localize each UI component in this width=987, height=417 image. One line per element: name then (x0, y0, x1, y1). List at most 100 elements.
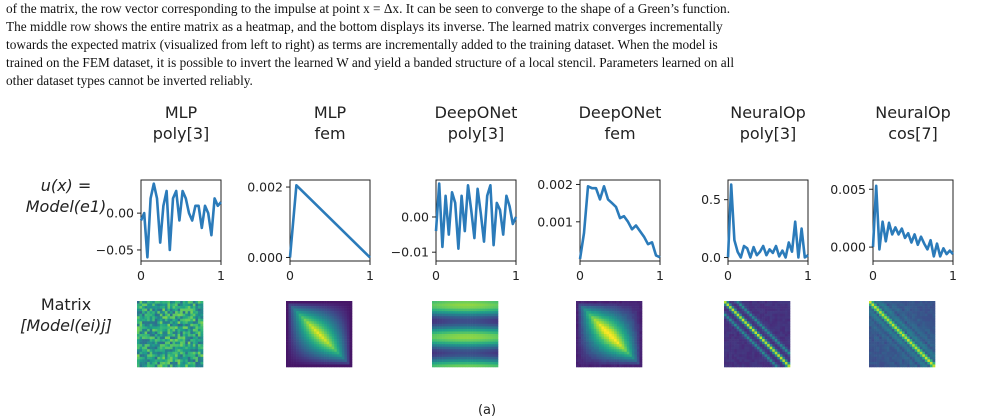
heatmap-cell (346, 308, 350, 312)
heatmap-cell (596, 356, 600, 360)
heatmap-cell (319, 308, 322, 312)
heatmap-cell (629, 323, 633, 327)
heatmap-cell (621, 303, 625, 307)
heatmap-cell (457, 328, 461, 332)
heatmap-cell (894, 316, 898, 320)
heatmap-cell (485, 336, 489, 340)
heatmap-cell (886, 308, 890, 312)
heatmap-cell (611, 318, 615, 322)
heatmap-cell (762, 359, 765, 363)
heatmap-cell (475, 364, 478, 368)
heatmap-cell (586, 336, 589, 340)
heatmap-cell (185, 313, 189, 317)
heatmap-cell (917, 331, 921, 335)
heatmap-cell (751, 356, 755, 360)
heatmap-cell (932, 354, 936, 358)
heatmap-cell (902, 326, 905, 330)
heatmap-cell (734, 303, 737, 307)
heatmap-cell (170, 303, 173, 307)
heatmap-cell (922, 308, 926, 312)
heatmap-cell (495, 316, 499, 320)
heatmap-cell (879, 354, 882, 358)
heatmap-cell (924, 346, 928, 350)
figure-caption: of the matrix, the row vector correspond… (6, 0, 982, 90)
heatmap-cell (769, 301, 773, 304)
heatmap-cell (139, 364, 143, 368)
heatmap-cell (736, 321, 740, 325)
heatmap-cell (187, 344, 191, 347)
heatmap-cell (596, 361, 600, 365)
heatmap-cell (879, 313, 882, 317)
heatmap-cell (482, 323, 486, 327)
heatmap-cell (586, 313, 589, 317)
heatmap-cell (769, 351, 773, 355)
heatmap-cell (197, 318, 201, 322)
heatmap-cell (159, 349, 163, 353)
heatmap-cell (485, 326, 489, 330)
heatmap-cell (449, 306, 453, 309)
heatmap-cell (200, 364, 204, 368)
heatmap-cell (459, 306, 463, 309)
heatmap-cell (884, 323, 888, 327)
heatmap-cell (319, 344, 322, 347)
heatmap-cell (462, 341, 466, 345)
heatmap-cell (346, 361, 350, 365)
heatmap-cell (177, 356, 181, 360)
heatmap-cell (598, 303, 602, 307)
heatmap-cell (192, 354, 196, 358)
heatmap-cell (902, 323, 905, 327)
heatmap-cell (154, 334, 158, 337)
heatmap-cell (490, 331, 494, 335)
heatmap-cell (492, 321, 496, 325)
heatmap-cell (470, 331, 473, 335)
heatmap-cell (434, 341, 438, 345)
heatmap-cell (459, 336, 463, 340)
heatmap-cell (751, 306, 755, 309)
heatmap-cell (185, 341, 189, 345)
heatmap-cell (927, 301, 931, 304)
heatmap-cell (326, 308, 330, 312)
heatmap-cell (449, 351, 453, 355)
heatmap-cell (749, 339, 753, 342)
heatmap-cell (759, 303, 763, 307)
heatmap-cell (346, 334, 350, 337)
heatmap-cell (924, 349, 928, 353)
heatmap-cell (432, 359, 435, 363)
heatmap-cell (336, 308, 340, 312)
heatmap-cell (744, 344, 748, 347)
heatmap-cell (444, 351, 448, 355)
heatmap-cell (726, 316, 730, 320)
heatmap-cell (475, 346, 478, 350)
heatmap-cell (324, 328, 327, 332)
heatmap-cell (603, 301, 607, 304)
heatmap-cell (177, 364, 181, 368)
heatmap-cell (293, 323, 297, 327)
heatmap-cell (298, 341, 302, 345)
heatmap-cell (175, 331, 178, 335)
heatmap-cell (185, 351, 189, 355)
heatmap-cell (437, 339, 440, 342)
heatmap-cell (624, 301, 628, 304)
heatmap-cell (917, 323, 921, 327)
heatmap-cell (454, 308, 458, 312)
heatmap-cell (759, 331, 763, 335)
heatmap-cell (598, 339, 602, 342)
heatmap-cell (303, 306, 307, 309)
heatmap-cell (439, 351, 443, 355)
heatmap-cell (164, 323, 168, 327)
heatmap-cell (291, 344, 294, 347)
heatmap-cell (180, 316, 183, 320)
heatmap-cell (200, 331, 204, 335)
heatmap-cell (149, 336, 153, 340)
heatmap-cell (291, 349, 294, 353)
heatmap-cell (874, 344, 877, 347)
heatmap-cell (726, 344, 730, 347)
heatmap-cell (917, 334, 921, 337)
heatmap-cell (787, 364, 791, 368)
heatmap-cell (634, 351, 638, 355)
heatmap-cell (922, 346, 926, 350)
heatmap-cell (884, 336, 888, 340)
heatmap-cell (329, 331, 332, 335)
heatmap-cell (636, 328, 640, 332)
